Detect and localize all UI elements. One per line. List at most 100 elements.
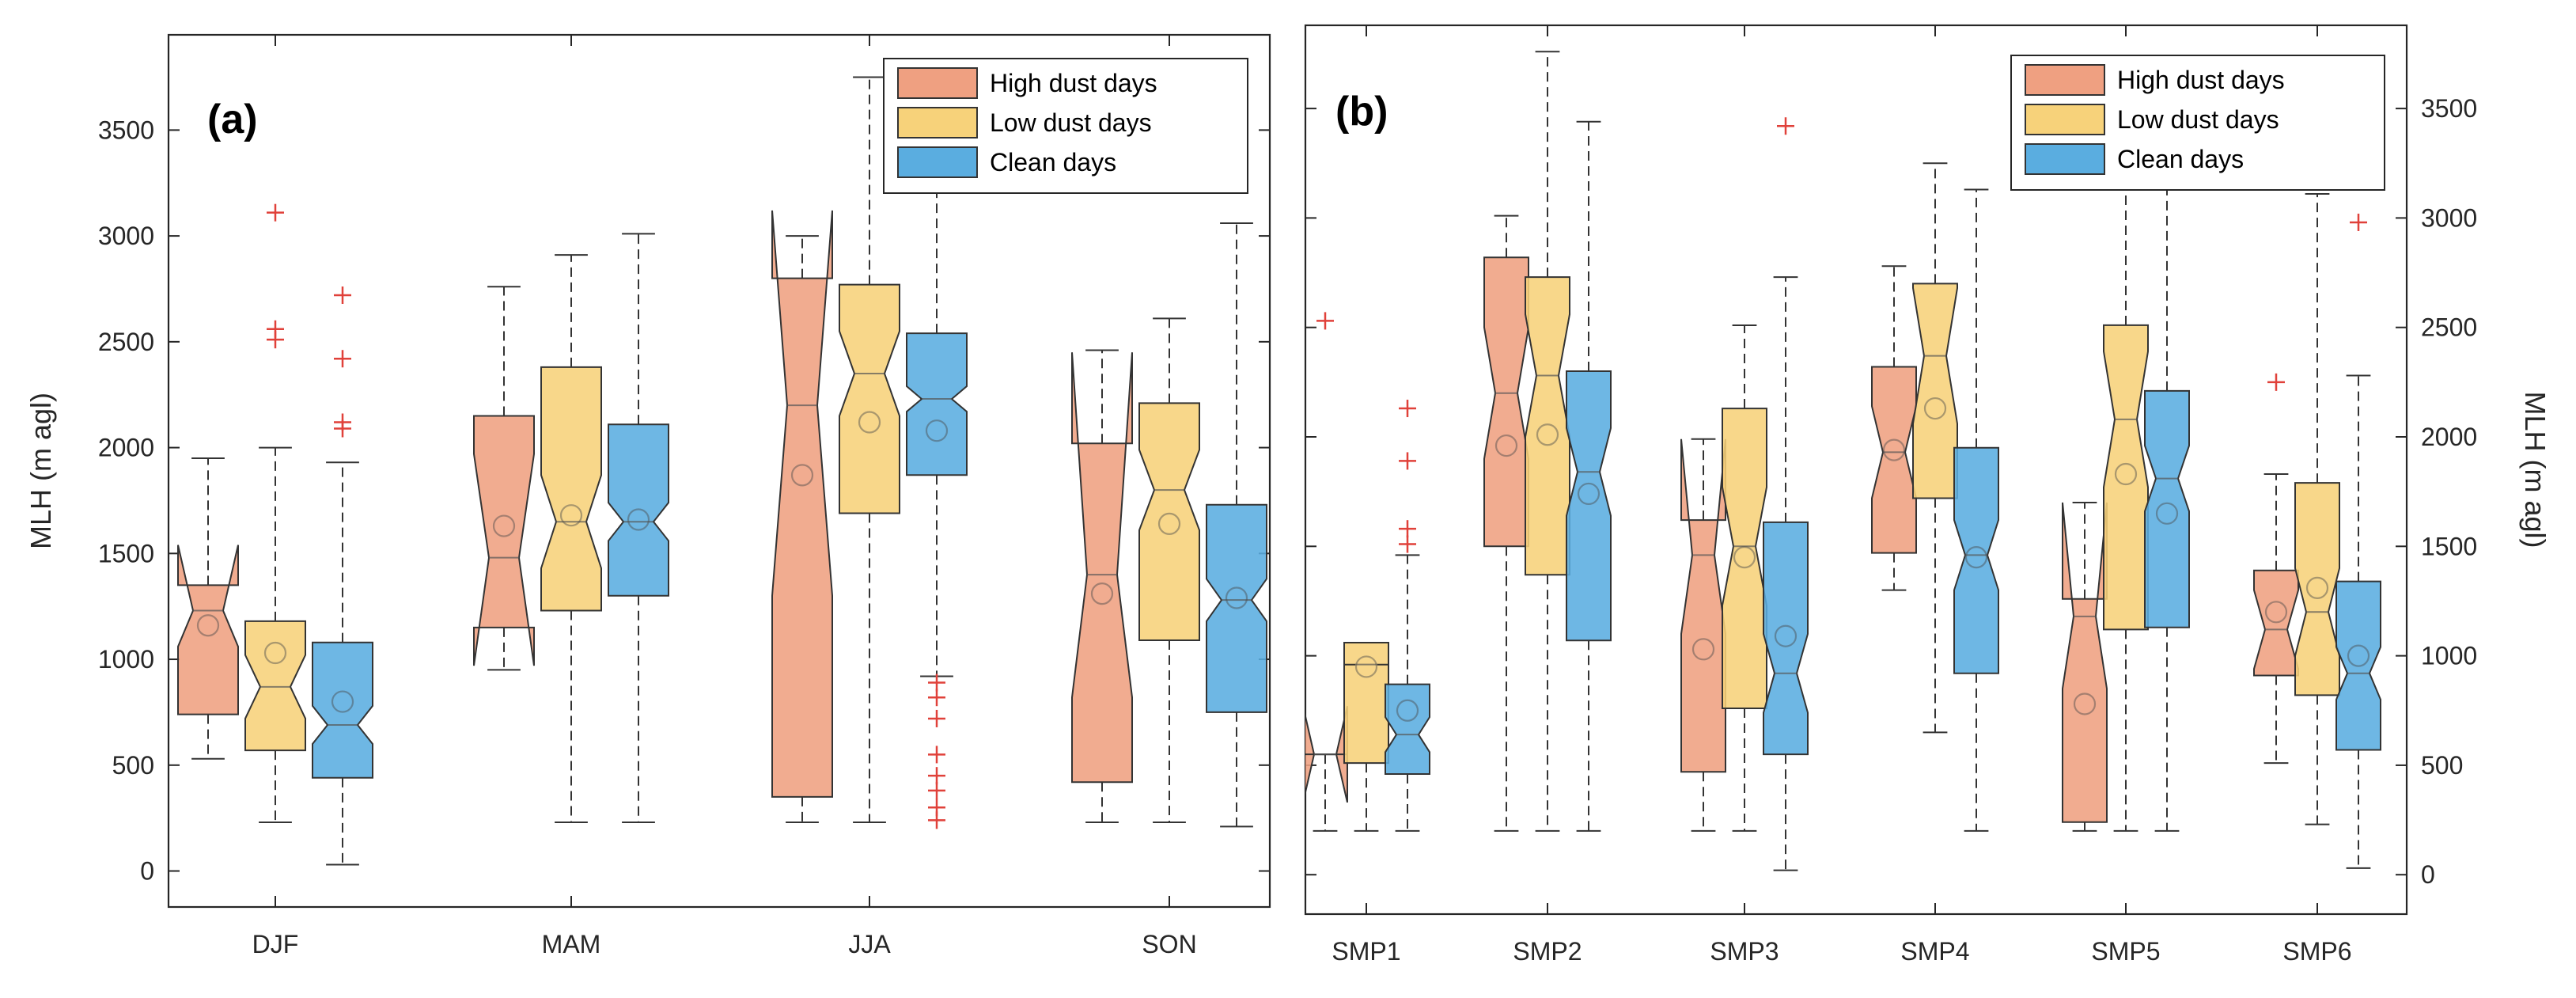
mean-marker [925, 419, 949, 442]
x-tick-label: JJA [848, 930, 891, 958]
outlier-marker [928, 689, 945, 707]
box-body [608, 423, 669, 597]
legend-swatch [2025, 64, 2105, 96]
y-axis-label: MLH (m agl) [2519, 391, 2551, 548]
y-tick-label: 2000 [98, 434, 154, 462]
x-axis: SMP1 SMP2 SMP3 SMP4 SMP5 SMP6 [1332, 25, 2352, 966]
box-body [1871, 366, 1917, 554]
y-tick-label: 1500 [2421, 532, 2477, 560]
x-tick-label: SMP2 [1513, 937, 1582, 966]
x-axis: DJF MAM JJA SON [252, 35, 1197, 958]
x-tick-label: SMP4 [1900, 937, 1969, 966]
box-smp6 [2335, 213, 2381, 869]
legend-label: Clean days [2117, 145, 2244, 173]
legend-swatch [2025, 143, 2105, 175]
box-body [1566, 370, 1612, 642]
y-tick-label: 1500 [98, 539, 154, 567]
box-body [1763, 521, 1809, 756]
y-tick-label: 500 [112, 751, 154, 780]
mean-marker [1923, 397, 1947, 420]
x-tick-label: SMP5 [2091, 937, 2160, 966]
box-mam [473, 286, 535, 671]
legend-label: Low dust days [990, 108, 1152, 137]
series-high-dust-days [1305, 214, 2299, 832]
y-tick-label: 0 [140, 857, 154, 886]
y-tick-label: 1000 [98, 645, 154, 674]
mean-marker [2155, 502, 2179, 525]
box-djf [177, 457, 239, 760]
outlier-marker [928, 767, 945, 785]
panel-label: (a) [207, 97, 258, 142]
box-body [1912, 283, 1958, 499]
box-body [177, 545, 239, 715]
outlier-marker [334, 413, 351, 431]
y-tick-label: 2500 [98, 328, 154, 356]
outlier-marker [928, 709, 945, 727]
box-body [1385, 683, 1430, 775]
legend-entry: Low dust days [897, 107, 1152, 139]
y-axis: 0 500 1000 1500 2000 2500 3000 3500 [1305, 94, 2477, 889]
box-mam [608, 233, 669, 824]
mean-marker [858, 411, 881, 434]
panel-b: 0 500 1000 1500 2000 2500 3000 3500 MLH (m agl) S… [1304, 24, 2551, 966]
mean-marker [2073, 693, 2097, 715]
legend: High dust days Low dust days Clean days [883, 58, 1248, 194]
box-body [1071, 352, 1133, 784]
outlier-marker [1399, 400, 1416, 418]
x-tick-label: MAM [542, 930, 601, 958]
box-mam [540, 254, 602, 824]
outlier-marker [2267, 373, 2285, 391]
mean-marker [1774, 624, 1798, 647]
box-body [1343, 642, 1389, 765]
y-tick-label: 1000 [2421, 642, 2477, 670]
outlier-marker [928, 799, 945, 817]
box-smp2 [1483, 214, 1529, 832]
mean-marker [2114, 462, 2138, 486]
series-low-dust-days [1343, 51, 2340, 832]
mean-marker [1882, 438, 1906, 461]
box-body [1138, 402, 1200, 641]
box-body [906, 332, 968, 476]
series-high-dust-days [177, 210, 1133, 824]
outlier-marker [334, 286, 351, 304]
box-smp4 [1953, 188, 1999, 832]
mean-marker [1733, 546, 1756, 569]
mean-marker [1494, 434, 1518, 457]
legend-entry: High dust days [2025, 64, 2285, 96]
mean-marker [196, 614, 220, 637]
mean-marker [1691, 638, 1715, 661]
mean-marker [2347, 644, 2370, 667]
box-smp4 [1912, 162, 1958, 734]
box-body [2103, 324, 2149, 631]
box-jja [771, 210, 833, 824]
box-smp2 [1566, 120, 1612, 832]
y-tick-label: 2500 [2421, 313, 2477, 342]
box-body [2335, 580, 2381, 751]
legend-entry: Low dust days [2025, 104, 2279, 135]
y-axis: 0 500 1000 1500 2000 2500 3000 3500 [98, 116, 1270, 886]
mean-marker [1577, 482, 1601, 506]
box-body [540, 366, 602, 612]
legend-swatch [897, 67, 978, 99]
y-tick-label: 3000 [2421, 203, 2477, 232]
box-djf [244, 203, 306, 824]
box-son [1206, 222, 1267, 828]
x-tick-label: SMP6 [2282, 937, 2351, 966]
mean-marker [559, 504, 583, 527]
box-jja [906, 120, 968, 829]
box-body [1953, 446, 1999, 674]
outlier-marker [267, 320, 284, 338]
outlier-marker [928, 746, 945, 764]
x-tick-label: SON [1142, 930, 1196, 958]
box-smp3 [1763, 117, 1809, 871]
panel-a: 0 500 1000 1500 2000 2500 3000 3500 MLH (m agl) D… [25, 33, 1271, 958]
mean-marker [263, 641, 287, 665]
series-low-dust-days [244, 76, 1200, 824]
box-smp4 [1871, 265, 1917, 591]
box-body [839, 283, 900, 514]
box-body [312, 641, 373, 779]
mean-marker [1225, 586, 1248, 609]
mean-marker [1536, 423, 1559, 446]
mean-marker [1964, 546, 1988, 569]
